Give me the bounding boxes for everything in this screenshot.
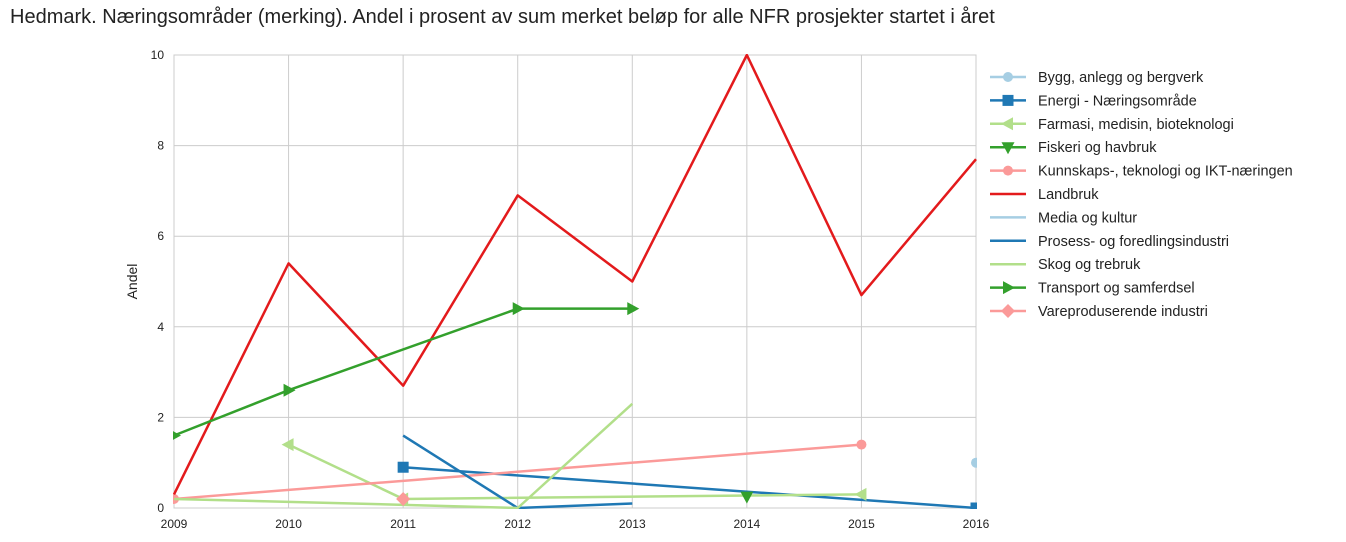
legend-marker [1001, 117, 1013, 131]
y-tick-label: 4 [157, 320, 164, 334]
legend-label: Farmasi, medisin, bioteknologi [1038, 117, 1234, 133]
x-tick-label: 2014 [734, 517, 761, 531]
legend-item: Farmasi, medisin, bioteknologi [990, 117, 1234, 133]
y-tick-label: 8 [157, 139, 164, 153]
legend-item: Bygg, anlegg og bergverk [990, 70, 1204, 86]
legend-item: Vareproduserende industri [990, 304, 1208, 320]
x-tick-label: 2015 [848, 517, 875, 531]
legend-marker [1003, 72, 1013, 82]
y-tick-label: 10 [151, 48, 165, 62]
series-lines [173, 54, 977, 509]
data-point [740, 491, 754, 504]
legend-label: Energi - Næringsområde [1038, 93, 1197, 109]
x-tick-label: 2012 [504, 517, 531, 531]
data-point [281, 438, 294, 452]
legend-label: Bygg, anlegg og bergverk [1038, 70, 1204, 86]
legend-label: Vareproduserende industri [1038, 304, 1208, 320]
x-tick-label: 2016 [963, 517, 990, 531]
y-axis-ticks: 0 2 4 6 8 10 [151, 48, 165, 515]
series-line [288, 443, 862, 501]
legend-marker [1002, 94, 1014, 106]
legend-marker [1003, 165, 1013, 176]
data-point [512, 302, 525, 316]
legend-item: Fiskeri og havbruk [990, 140, 1157, 156]
x-tick-label: 2013 [619, 517, 646, 531]
legend-item: Skog og trebruk [990, 257, 1141, 273]
y-tick-label: 0 [157, 501, 164, 515]
legend: Bygg, anlegg og bergverk Energi - Nærings… [990, 70, 1293, 320]
data-point [173, 431, 181, 440]
legend-item: Landbruk [990, 187, 1099, 203]
data-point [397, 461, 409, 473]
data-point [854, 487, 867, 501]
data-point [396, 491, 411, 506]
data-point [627, 302, 640, 316]
y-tick-label: 6 [157, 229, 164, 243]
legend-item: Kunnskaps-, teknologi og IKT-næringen [990, 164, 1293, 180]
x-tick-label: 2010 [275, 517, 302, 531]
series-line [173, 307, 633, 437]
legend-marker [1003, 281, 1015, 295]
series-line [173, 402, 634, 509]
legend-label: Kunnskaps-, teknologi og IKT-næringen [1038, 164, 1293, 180]
legend-marker [1001, 304, 1015, 318]
y-tick-label: 2 [157, 410, 164, 424]
legend-label: Prosess- og foredlingsindustri [1038, 234, 1229, 250]
data-point [283, 383, 296, 397]
series-5 [173, 54, 977, 495]
data-point [971, 457, 977, 468]
y-axis-label: Andel [124, 264, 140, 300]
legend-label: Landbruk [1038, 187, 1099, 203]
legend-label: Skog og trebruk [1038, 257, 1141, 273]
x-tick-label: 2011 [390, 517, 416, 531]
legend-label: Transport og samferdsel [1038, 281, 1195, 297]
series-line [173, 443, 862, 501]
series-8 [173, 402, 634, 509]
legend-item: Prosess- og foredlingsindustri [990, 234, 1229, 250]
series-9 [173, 302, 640, 440]
x-axis-ticks: 2009 2010 2011 2012 2013 2014 2015 2016 [161, 517, 990, 531]
legend-item: Transport og samferdsel [990, 281, 1195, 297]
series-3 [740, 491, 754, 504]
legend-label: Fiskeri og havbruk [1038, 140, 1157, 156]
plot-frame [173, 54, 977, 509]
legend-item: Media og kultur [990, 210, 1137, 226]
legend-marker [1001, 142, 1015, 155]
chart-title: Hedmark. Næringsområder (merking). Andel… [10, 6, 995, 28]
series-10 [396, 491, 411, 506]
legend-label: Media og kultur [1038, 210, 1137, 226]
series-2 [281, 438, 867, 506]
series-line [173, 54, 977, 495]
data-point [970, 502, 977, 509]
x-tick-label: 2009 [161, 517, 188, 531]
series-0 [971, 457, 977, 468]
legend-item: Energi - Næringsområde [990, 93, 1197, 109]
data-point [856, 439, 867, 450]
